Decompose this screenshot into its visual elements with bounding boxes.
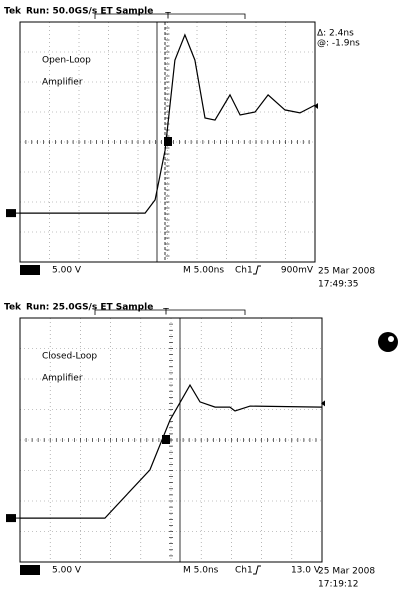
annotation: Amplifier bbox=[42, 78, 83, 88]
brand-label: Tek bbox=[4, 303, 22, 313]
channel-label: Ch1 bbox=[21, 566, 40, 576]
indicator-dot bbox=[378, 332, 398, 352]
ground-marker bbox=[6, 514, 16, 523]
trigger-source: Ch1 bbox=[235, 266, 253, 276]
graticule-frame bbox=[19, 21, 316, 263]
trigger-level-marker bbox=[314, 103, 318, 109]
cursor-readout: Δ: 2.4ns bbox=[317, 29, 354, 39]
brand-label: Tek bbox=[4, 7, 22, 17]
time-label: 17:49:35 bbox=[318, 280, 358, 290]
waveform bbox=[20, 383, 323, 519]
status-label: Run: 50.0GS/s ET Sample bbox=[26, 7, 153, 17]
indicator-dot-highlight bbox=[388, 336, 394, 342]
graticule-frame bbox=[19, 317, 323, 563]
time-per-div: M 5.0ns bbox=[183, 566, 219, 576]
trigger-point-marker bbox=[162, 435, 170, 444]
channel-label: Ch1 bbox=[21, 266, 40, 276]
cursor-readout: @: -1.9ns bbox=[317, 39, 360, 49]
trigger-slope-icon bbox=[253, 565, 261, 575]
trigger-level: 13.0 V bbox=[291, 566, 321, 576]
time-per-div: M 5.00ns bbox=[183, 266, 224, 276]
trigger-level: 900mV bbox=[281, 266, 314, 276]
time-label: 17:19:12 bbox=[318, 580, 358, 590]
date-label: 25 Mar 2008 bbox=[318, 567, 375, 577]
annotation: Closed-Loop bbox=[42, 352, 97, 362]
trigger-position-marker: T bbox=[162, 308, 169, 318]
ground-marker bbox=[6, 209, 16, 218]
trigger-source: Ch1 bbox=[235, 566, 253, 576]
trigger-slope-icon bbox=[253, 265, 261, 275]
waveform bbox=[20, 33, 316, 214]
record-bracket bbox=[94, 13, 246, 19]
trigger-position-marker: T bbox=[164, 12, 171, 22]
annotation: Open-Loop bbox=[42, 56, 91, 66]
volts-per-div: 5.00 V bbox=[52, 566, 82, 576]
annotation: Amplifier bbox=[42, 374, 83, 384]
trigger-level-marker bbox=[321, 400, 325, 407]
channel-box bbox=[20, 265, 40, 275]
status-label: Run: 25.0GS/s ET Sample bbox=[26, 303, 153, 313]
volts-per-div: 5.00 V bbox=[52, 266, 82, 276]
channel-box bbox=[20, 565, 40, 575]
date-label: 25 Mar 2008 bbox=[318, 267, 375, 277]
trigger-point-marker bbox=[164, 137, 172, 146]
record-bracket bbox=[94, 309, 246, 315]
